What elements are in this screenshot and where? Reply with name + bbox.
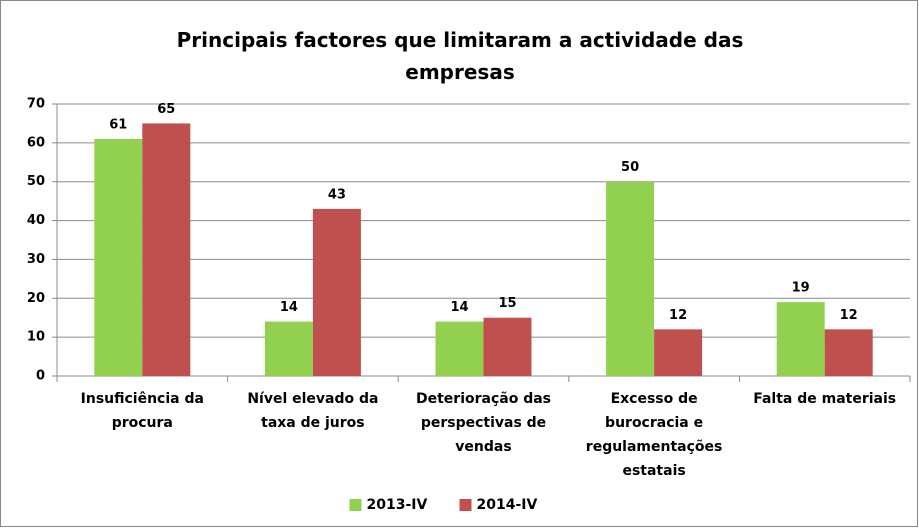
- legend-swatch: [349, 499, 362, 511]
- data-label: 61: [109, 117, 127, 132]
- data-label: 19: [792, 281, 810, 296]
- bar: [824, 329, 873, 376]
- bar: [435, 321, 484, 376]
- y-tick-label: 20: [27, 291, 45, 306]
- x-tick-label: Nível elevado da taxa de juros: [247, 391, 379, 431]
- bar: [483, 317, 532, 376]
- bar: [142, 123, 191, 376]
- x-tick-label: Deterioração das perspectivas de vendas: [415, 391, 552, 455]
- x-tick-label: Falta de materiais: [753, 391, 897, 407]
- legend-swatch: [459, 499, 472, 511]
- y-tick-label: 10: [27, 330, 45, 345]
- data-label: 14: [450, 300, 468, 315]
- data-label: 65: [157, 102, 175, 117]
- y-tick-label: 30: [27, 252, 45, 267]
- data-label: 50: [621, 160, 639, 175]
- bar: [94, 138, 143, 376]
- y-tick-label: 50: [27, 174, 45, 189]
- y-tick-label: 40: [27, 213, 45, 228]
- data-label: 12: [840, 308, 858, 323]
- bar: [654, 329, 703, 376]
- legend-label: 2013-IV: [367, 497, 428, 513]
- chart-title: Principais factores que limitaram a acti…: [176, 28, 744, 84]
- data-label: 14: [280, 300, 298, 315]
- legend-label: 2014-IV: [477, 497, 538, 513]
- y-tick-label: 70: [27, 97, 45, 112]
- y-tick-label: 0: [36, 369, 45, 384]
- bar: [312, 208, 361, 376]
- data-label: 43: [328, 187, 346, 202]
- bar: [264, 321, 313, 376]
- data-label: 12: [669, 308, 687, 323]
- y-tick-label: 60: [27, 135, 45, 150]
- bar: [776, 302, 825, 376]
- x-tick-label: Excesso de burocracia e regulamentações …: [585, 391, 723, 479]
- x-tick-label: Insuficiência da procura: [80, 391, 204, 431]
- bar: [606, 181, 655, 376]
- data-label: 15: [498, 296, 516, 311]
